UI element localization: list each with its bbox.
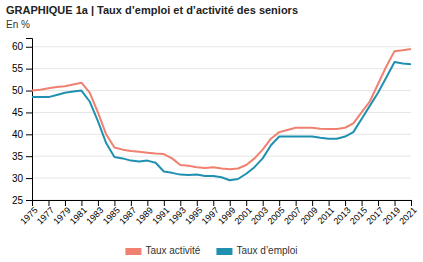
tick-label: 2005 — [266, 205, 287, 226]
grid-line — [32, 156, 411, 157]
background — [0, 0, 423, 262]
x-axis: 1975197719791981198319851987198919911993… — [18, 200, 418, 226]
tick: 35 — [12, 151, 32, 162]
tick-label: 1977 — [35, 205, 56, 226]
tick: 55 — [12, 63, 32, 74]
legend-item: Taux activité — [125, 245, 200, 256]
legend-swatch — [216, 248, 232, 255]
legend: Taux activité Taux d’emploi — [125, 245, 297, 256]
tick-label: 1979 — [51, 205, 72, 226]
tick: 1993 — [167, 200, 188, 226]
tick-label: 1987 — [117, 205, 138, 226]
tick: 1979 — [51, 200, 72, 226]
tick-label: 2021 — [397, 205, 418, 226]
grid-line — [32, 46, 411, 47]
tick-mark — [26, 91, 32, 92]
grid-line — [32, 112, 411, 113]
tick: 1989 — [134, 200, 155, 226]
tick-label: 35 — [12, 151, 24, 162]
tick-mark — [26, 134, 32, 135]
tick: 1995 — [183, 200, 204, 226]
tick-mark — [26, 69, 32, 70]
tick-label: 1983 — [84, 205, 105, 226]
chart: 1975197719791981198319851987198919911993… — [0, 0, 423, 262]
tick: 30 — [12, 173, 32, 184]
tick-label: 2011 — [315, 205, 336, 226]
tick-label: 1975 — [18, 205, 39, 226]
lines — [32, 49, 411, 180]
tick: 25 — [12, 195, 32, 206]
legend-label: Taux d’emploi — [236, 245, 297, 256]
tick-mark — [26, 112, 32, 113]
grid — [32, 47, 411, 200]
tick-label: 2003 — [249, 205, 270, 226]
line — [32, 62, 411, 180]
tick: 2019 — [381, 200, 402, 226]
tick-label: 1993 — [167, 205, 188, 226]
y-label: En % — [6, 19, 30, 30]
chart-container: 1975197719791981198319851987198919911993… — [0, 0, 423, 262]
tick: 2021 — [397, 200, 418, 226]
tick-label: 2001 — [233, 205, 254, 226]
tick-label: 30 — [12, 173, 24, 184]
legend-label: Taux activité — [145, 245, 200, 256]
tick-label: 2019 — [381, 205, 402, 226]
tick-mark — [26, 156, 32, 157]
tick-label: 50 — [12, 85, 24, 96]
tick-label: 45 — [12, 107, 24, 118]
tick: 1991 — [150, 200, 171, 226]
tick-label: 25 — [12, 195, 24, 206]
tick: 2001 — [233, 200, 254, 226]
tick-label: 55 — [12, 63, 24, 74]
tick-label: 2017 — [364, 205, 385, 226]
legend-swatch — [125, 248, 141, 255]
tick-label: 1997 — [200, 205, 221, 226]
tick-label: 1989 — [134, 205, 155, 226]
tick: 1987 — [117, 200, 138, 226]
tick-label: 40 — [12, 129, 24, 140]
legend-item: Taux d’emploi — [216, 245, 297, 256]
tick: 40 — [12, 129, 32, 140]
tick: 50 — [12, 85, 32, 96]
tick-label: 1999 — [216, 205, 237, 226]
tick: 2017 — [364, 200, 385, 226]
tick: 2005 — [266, 200, 287, 226]
tick: 2003 — [249, 200, 270, 226]
tick: 1977 — [35, 200, 56, 226]
tick-label: 60 — [12, 41, 24, 52]
y-axis: 25 30 35 40 45 50 55 60 — [12, 39, 33, 206]
tick: 2007 — [282, 200, 303, 226]
tick-label: 1981 — [68, 205, 89, 226]
tick-label: 1985 — [101, 205, 122, 226]
tick: 1983 — [84, 200, 105, 226]
axis-line — [26, 39, 33, 201]
tick-label: 2007 — [282, 205, 303, 226]
tick: 1985 — [101, 200, 122, 226]
tick: 1999 — [216, 200, 237, 226]
tick: 60 — [12, 41, 32, 52]
tick: 2015 — [348, 200, 369, 226]
tick: 1997 — [200, 200, 221, 226]
tick: 45 — [12, 107, 32, 118]
tick-mark — [26, 47, 32, 48]
line — [32, 49, 411, 169]
tick: 1981 — [68, 200, 89, 226]
tick-label: 2009 — [299, 205, 320, 226]
tick-label: 2015 — [348, 205, 369, 226]
grid-line — [32, 68, 411, 69]
axis-line — [33, 201, 412, 207]
grid-line — [32, 134, 411, 135]
tick-mark — [26, 200, 32, 201]
plot: 1975197719791981198319851987198919911993… — [12, 39, 419, 227]
title: GRAPHIQUE 1a | Taux d’emploi et d’activi… — [6, 4, 298, 16]
tick: 2009 — [299, 200, 320, 226]
tick-label: 2013 — [331, 205, 352, 226]
tick: 2013 — [331, 200, 352, 226]
tick-label: 1995 — [183, 205, 204, 226]
tick-mark — [26, 178, 32, 179]
tick-label: 1991 — [150, 205, 171, 226]
